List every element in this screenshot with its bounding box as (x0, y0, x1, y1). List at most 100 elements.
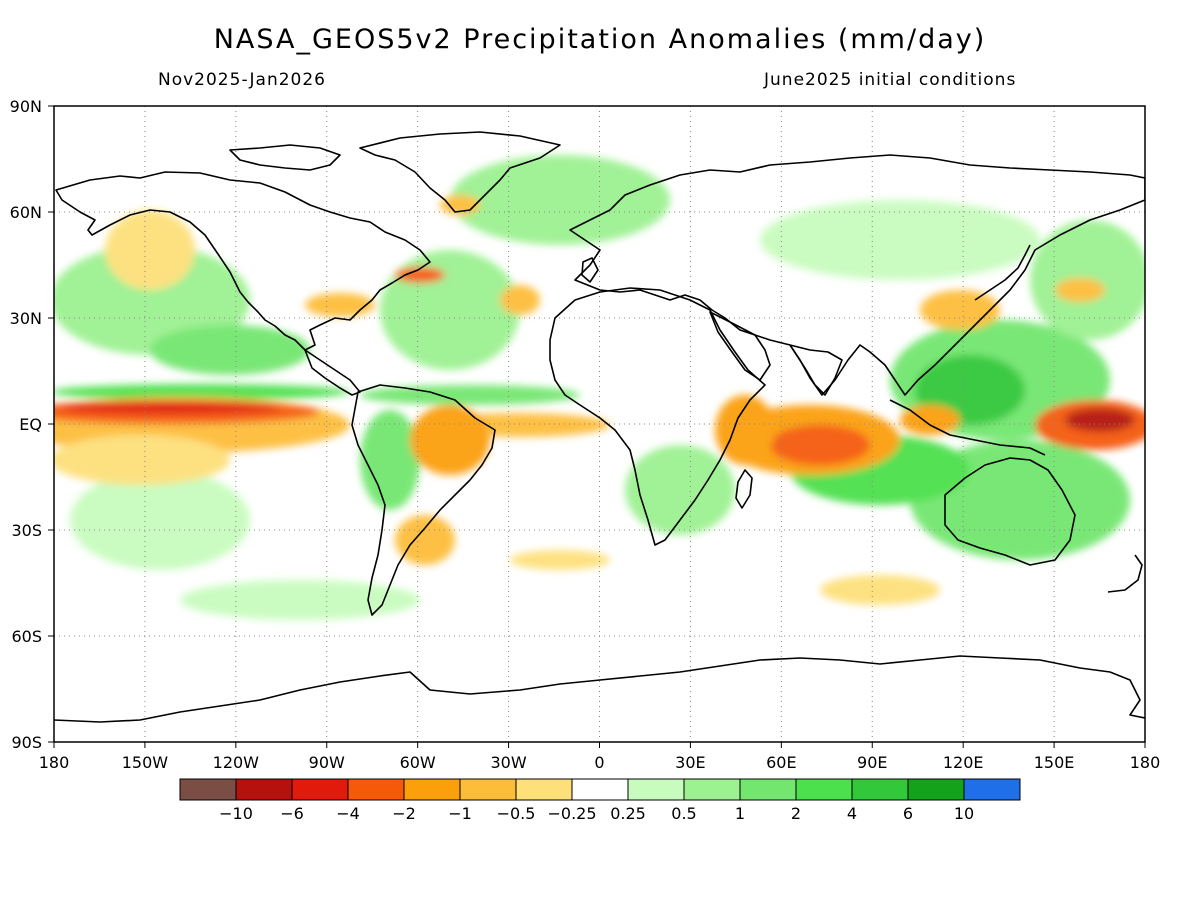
eurasia-outline (569, 154, 1145, 396)
lon-label: 90W (309, 753, 345, 772)
africa-outline (549, 287, 766, 546)
lon-label: 120E (943, 753, 984, 772)
madagascar-outline (735, 469, 753, 509)
anomaly-dry-gulfstream (395, 267, 445, 283)
anomaly-dry-so-ind (820, 575, 940, 605)
antarctica-outline (54, 655, 1145, 723)
colorbar-label: −1 (448, 804, 472, 823)
lon-label: 60E (766, 753, 796, 772)
lon-label: 150W (122, 753, 169, 772)
forecast-period: Nov2025-Jan2026 (158, 70, 326, 90)
lon-label: 60W (400, 753, 436, 772)
lon-label: 180 (1130, 753, 1161, 772)
colorbar-swatch (459, 778, 517, 801)
central-america-outline (304, 349, 361, 396)
india-outline (789, 344, 843, 396)
lat-label: 60N (10, 203, 42, 222)
anomaly-dry-io-core (770, 425, 870, 465)
lat-label: 90N (10, 97, 42, 116)
colorbar-swatch (515, 778, 573, 801)
lon-label: 90E (857, 753, 887, 772)
indonesia-outline (889, 399, 1046, 456)
lon-label: 30W (490, 753, 526, 772)
south-america-outline (351, 384, 496, 616)
anomaly-green-eqpac (54, 384, 350, 400)
anomaly-green-amazon (360, 410, 420, 510)
anomaly-dry-seus (305, 293, 375, 317)
map-title: NASA_GEOS5v2 Precipitation Anomalies (mm… (213, 24, 987, 55)
colorbar-label: −10 (219, 804, 253, 823)
anomaly-dry-argentina (395, 515, 455, 565)
australia-outline (944, 457, 1076, 566)
colorbar-label: 1 (735, 804, 745, 823)
lat-label: 30N (10, 309, 42, 328)
anomaly-dry-japan (920, 290, 1000, 330)
colorbar-label: −0.25 (547, 804, 596, 823)
canadian-arctic-outline (229, 144, 341, 171)
latitude-labels: 90N 60N 30N EQ 30S 60S 90S (10, 97, 54, 752)
anomaly-green-safrica (625, 445, 735, 535)
anomaly-green-arctic (450, 155, 670, 245)
anomaly-green-eqatl (360, 385, 580, 405)
japan-outline (974, 244, 1031, 301)
colorbar-labels: −10 −6 −4 −2 −1 −0.5 −0.25 0.25 0.5 1 2 4 6 10 (219, 804, 974, 823)
colorbar-swatch (347, 778, 405, 801)
colorbar-label: 4 (847, 804, 857, 823)
lat-label: EQ (19, 415, 42, 434)
colorbar-swatch (907, 778, 965, 801)
anomaly-dry-npac-e (1055, 278, 1105, 302)
anomaly-dry-eqpac-strong (60, 402, 280, 414)
graticule (54, 106, 1145, 742)
greenland-outline (359, 131, 561, 213)
coastlines (54, 131, 1145, 723)
colorbar-swatch (795, 778, 853, 801)
new-zealand-outline (1107, 554, 1143, 593)
colorbar-swatch (179, 778, 237, 801)
lon-label: 150E (1034, 753, 1075, 772)
colorbar-label: −2 (392, 804, 416, 823)
british-isles-outline (581, 257, 599, 283)
lat-label: 30S (11, 521, 42, 540)
anomaly-dry-eafrica (715, 395, 775, 465)
colorbar-swatch (683, 778, 741, 801)
lon-label: 0 (594, 753, 604, 772)
colorbar-label: 0.25 (610, 804, 646, 823)
colorbar-label: 2 (791, 804, 801, 823)
colorbar-swatch (963, 778, 1021, 801)
lat-label: 60S (11, 627, 42, 646)
anomaly-green-so-atl (180, 580, 420, 620)
colorbar-swatch (851, 778, 909, 801)
anomaly-green-spac (70, 470, 250, 570)
colorbar-swatch (291, 778, 349, 801)
anomaly-dry-brazil (410, 405, 490, 475)
arabia-outline (709, 311, 771, 381)
colorbar-swatch (739, 778, 797, 801)
colorbar-swatch (403, 778, 461, 801)
anomaly-dry-so-atl (510, 550, 610, 570)
anomaly-green-eurasia (760, 200, 1040, 280)
colorbar-label: 6 (903, 804, 913, 823)
colorbar-swatch (235, 778, 293, 801)
anomaly-green-natl (380, 250, 520, 370)
lat-label: 90S (11, 733, 42, 752)
anomaly-green-npac2 (150, 325, 310, 375)
colorbar-swatch (571, 778, 629, 801)
lon-label: 30E (675, 753, 705, 772)
anomaly-dry-eqpac-sw (54, 435, 230, 485)
colorbar-label: 10 (954, 804, 974, 823)
lon-label: 180 (39, 753, 70, 772)
colorbar-label: −0.5 (497, 804, 536, 823)
lon-label: 120W (213, 753, 260, 772)
anomaly-dry-alaska (105, 210, 195, 290)
anomaly-field (54, 155, 1145, 620)
colorbar (179, 778, 1021, 801)
north-america-outline (55, 171, 431, 351)
colorbar-label: 0.5 (671, 804, 696, 823)
initial-conditions: June2025 initial conditions (764, 70, 1017, 90)
colorbar-swatch (627, 778, 685, 801)
anomaly-dry-swasia (500, 285, 540, 315)
anomaly-dry-maritime (900, 405, 960, 435)
colorbar-label: −6 (280, 804, 304, 823)
colorbar-label: −4 (336, 804, 360, 823)
